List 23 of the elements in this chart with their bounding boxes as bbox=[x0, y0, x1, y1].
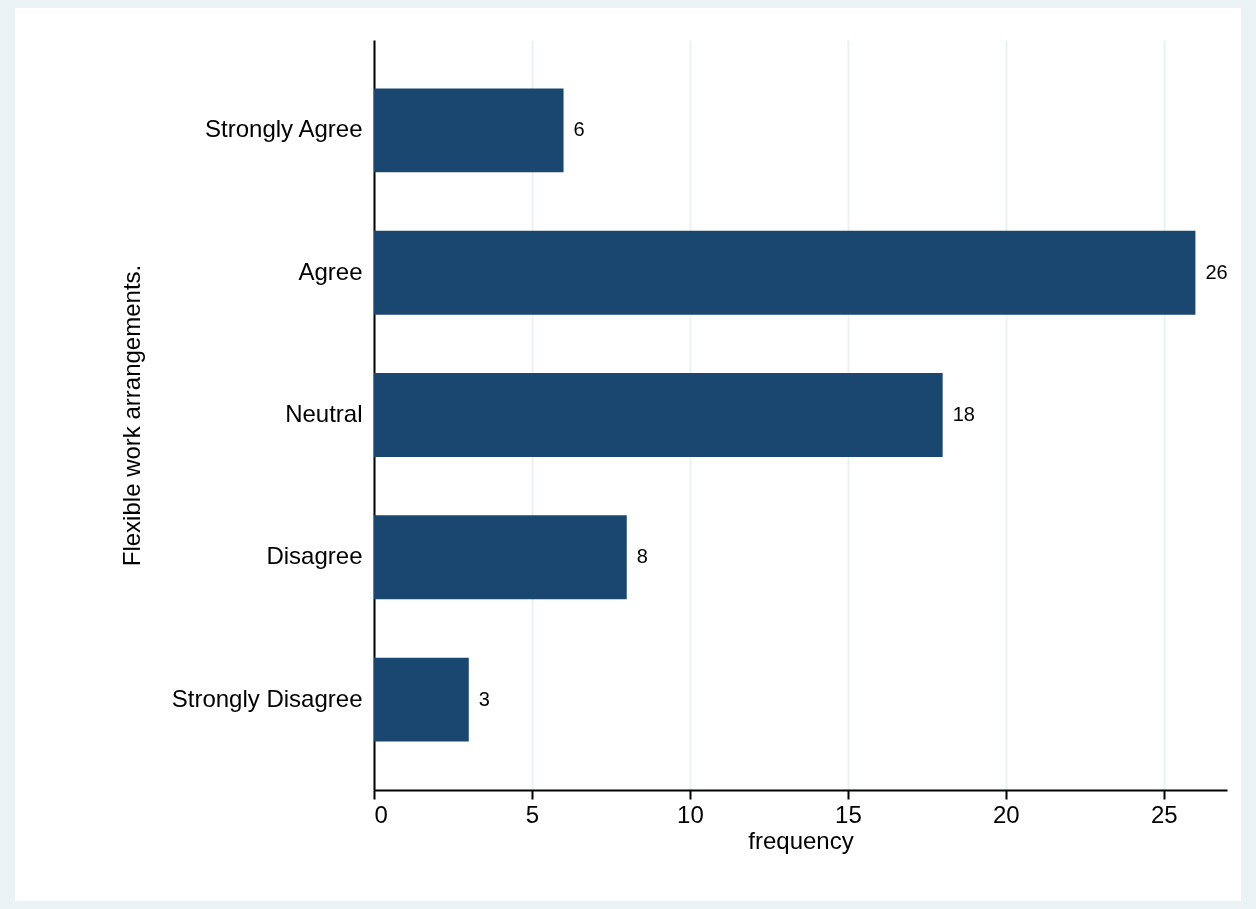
y-tick-label: Neutral bbox=[285, 400, 363, 427]
x-tick-label: 0 bbox=[374, 800, 388, 828]
bar bbox=[374, 515, 627, 600]
y-tick-label: Agree bbox=[298, 257, 363, 285]
data-label: 26 bbox=[1205, 260, 1228, 283]
bar bbox=[374, 373, 943, 457]
x-tick-label: 25 bbox=[1150, 800, 1178, 828]
bar bbox=[374, 230, 1196, 315]
x-tick-label: 5 bbox=[525, 800, 540, 828]
data-label: 8 bbox=[636, 545, 648, 568]
x-tick-label: 10 bbox=[677, 800, 704, 828]
x-axis-title: frequency bbox=[748, 826, 854, 854]
y-tick-label: Strongly Agree bbox=[205, 115, 363, 143]
data-label: 3 bbox=[478, 687, 490, 710]
x-tick-label: 15 bbox=[835, 800, 862, 828]
data-label: 18 bbox=[952, 403, 975, 425]
data-label: 6 bbox=[573, 118, 585, 141]
x-tick-label: 20 bbox=[993, 800, 1020, 828]
bar bbox=[374, 88, 564, 173]
y-axis-title: Flexible work arrangements. bbox=[117, 264, 145, 567]
y-tick-label: Disagree bbox=[266, 542, 363, 570]
y-tick-label: Strongly Disagree bbox=[171, 684, 363, 712]
bar bbox=[374, 657, 469, 742]
